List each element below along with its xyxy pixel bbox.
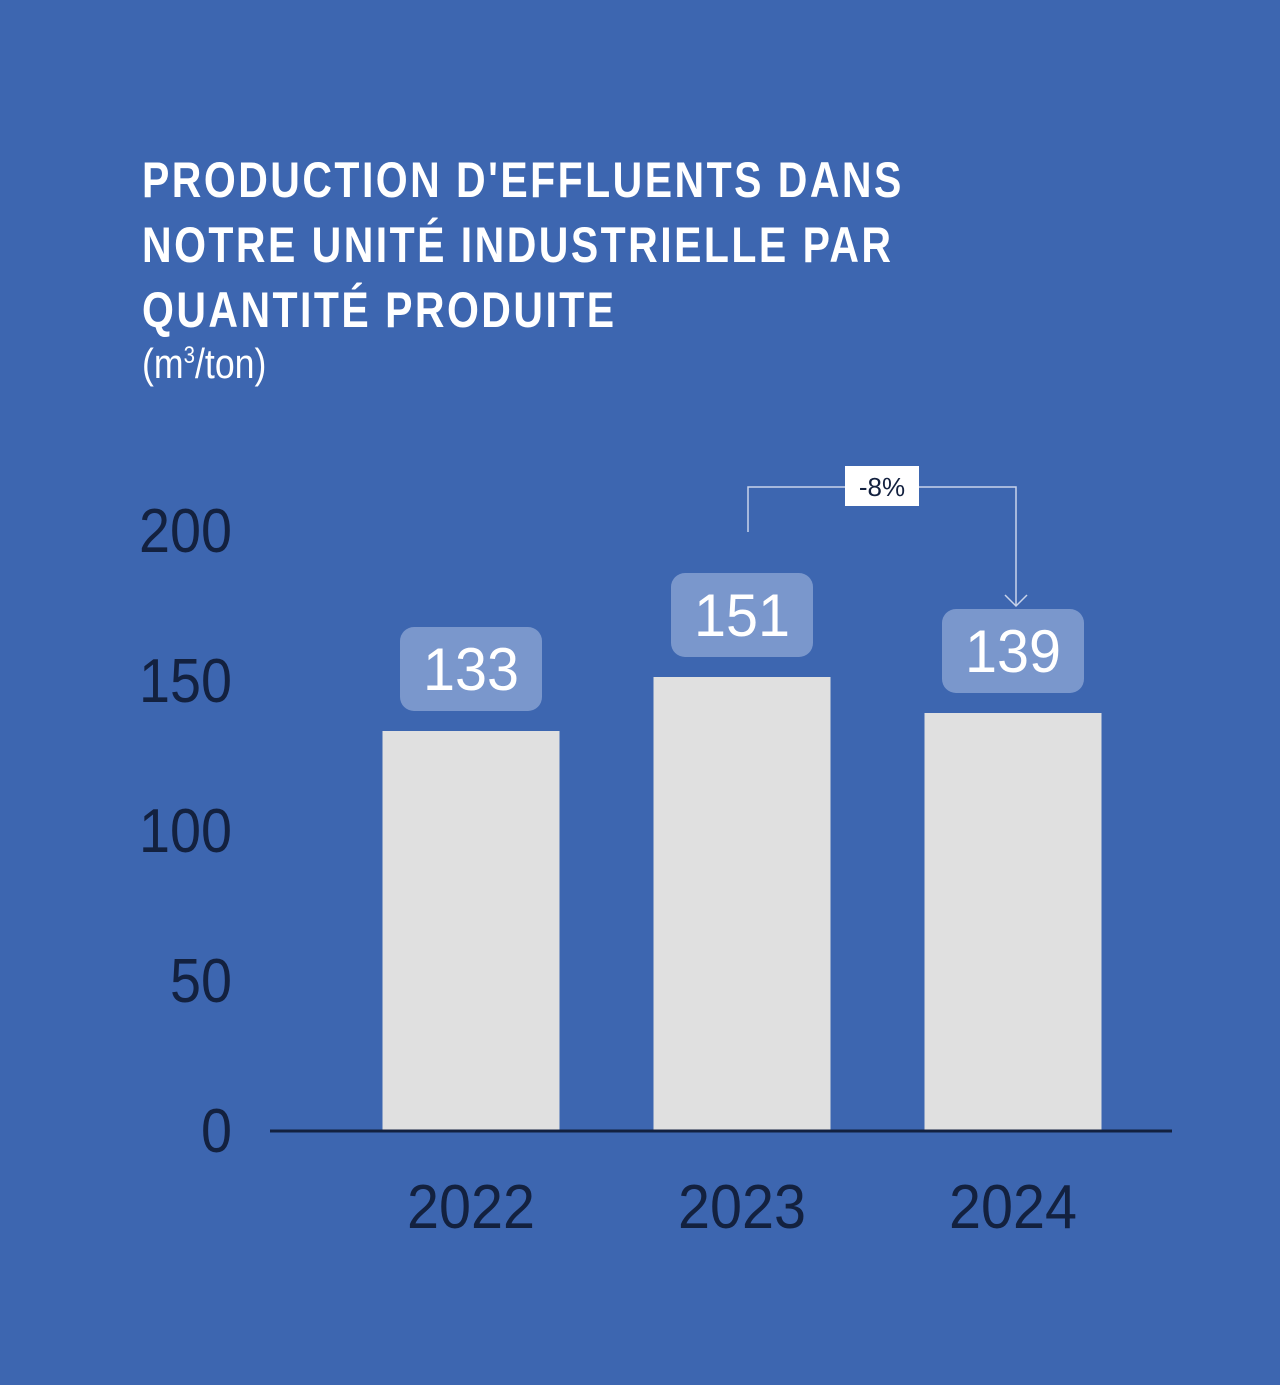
y-tick-label: 100 (139, 797, 232, 866)
bar-2024 (924, 713, 1102, 1130)
unit-label: (m3/ton) (142, 340, 266, 388)
unit-suffix: /ton) (194, 340, 267, 387)
unit-prefix: (m (142, 340, 184, 387)
y-tick-label: 200 (139, 497, 232, 566)
value-label: 133 (423, 636, 519, 703)
change-label: -8% (859, 472, 905, 502)
value-label: 139 (965, 618, 1061, 685)
title-line: PRODUCTION D'EFFLUENTS DANS (142, 152, 904, 208)
bar-2022 (382, 731, 560, 1130)
unit-sup: 3 (183, 342, 195, 369)
x-tick-label: 2023 (678, 1173, 806, 1242)
change-badge (845, 466, 919, 506)
title-line: NOTRE UNITÉ INDUSTRIELLE PAR (142, 217, 894, 273)
x-tick-label: 2022 (407, 1173, 535, 1242)
title-line: QUANTITÉ PRODUITE (142, 282, 617, 338)
value-label-box (942, 609, 1084, 693)
arrow-down-icon (1004, 594, 1028, 608)
value-label: 151 (694, 582, 790, 649)
bar-2023 (653, 677, 831, 1130)
value-label-box (400, 627, 542, 711)
y-tick-label: 50 (170, 947, 232, 1016)
y-tick-label: 0 (201, 1097, 232, 1166)
y-tick-label: 150 (139, 647, 232, 716)
value-label-box (671, 573, 813, 657)
x-tick-label: 2024 (949, 1173, 1077, 1242)
chart-title: PRODUCTION D'EFFLUENTS DANS NOTRE UNITÉ … (142, 148, 904, 343)
